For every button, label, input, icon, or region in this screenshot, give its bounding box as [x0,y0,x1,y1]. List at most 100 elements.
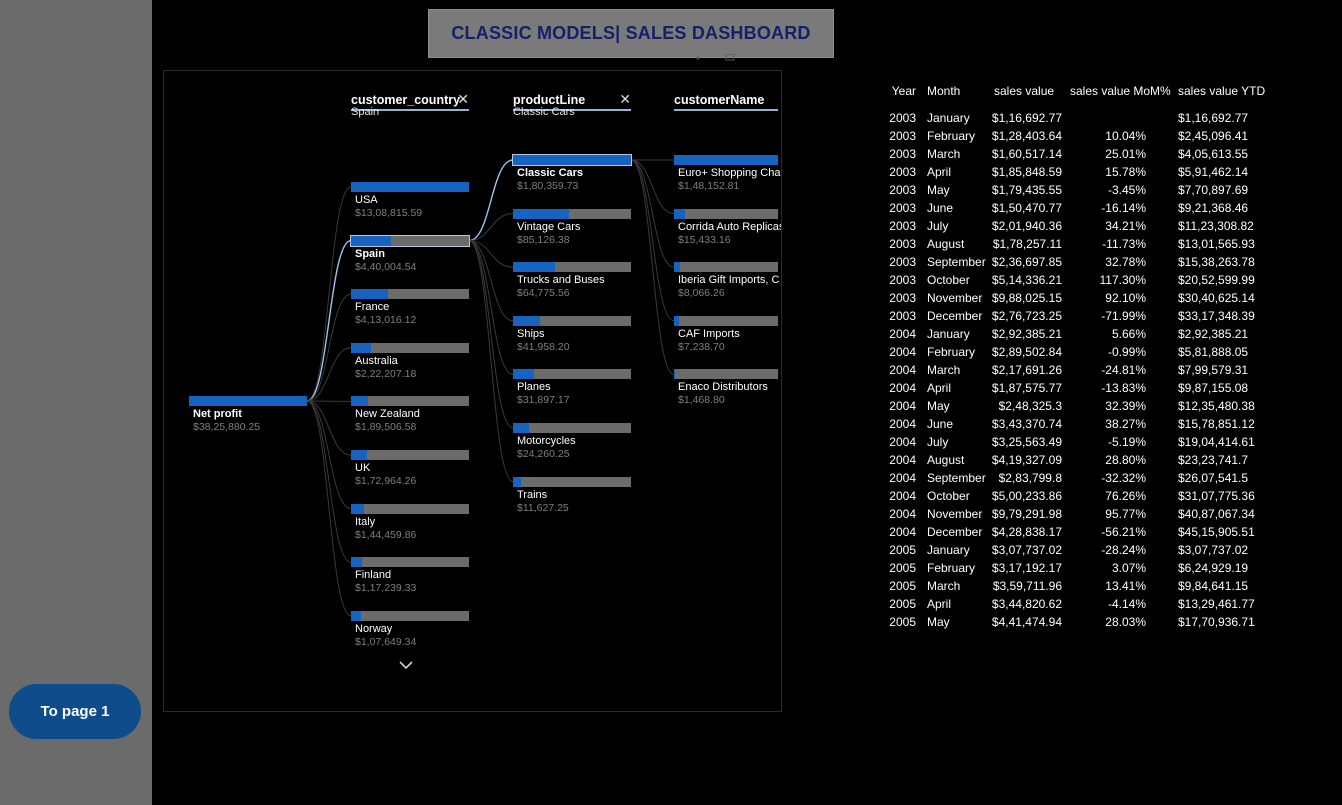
node-bar[interactable] [351,503,469,514]
tree-node-country[interactable]: USA $13,08,815.59 [351,182,469,222]
node-bar[interactable] [351,450,469,460]
cell-sales-ytd: $5,81,888.05 [1178,345,1249,359]
node-value: $1,44,459.86 [355,528,417,541]
cell-sales-ytd: $12,35,480.38 [1178,399,1255,413]
column-header-sales-value[interactable]: sales value [994,84,1055,98]
node-bar[interactable] [674,315,778,326]
node-bar[interactable] [674,369,778,380]
cell-sales-value: $2,48,325.3 [998,399,1062,413]
focus-icon [696,56,700,60]
cell-sales-ytd: $31,07,775.36 [1178,489,1255,503]
tree-node-product-line[interactable]: Classic Cars $1,80,359.73 [512,154,632,195]
tree-node-country[interactable]: Spain $4,40,004.54 [350,234,470,276]
node-bar[interactable] [351,342,469,353]
visual-header-icons[interactable] [690,54,740,62]
cell-sales-mom: 38.27% [1105,417,1146,431]
column-header-year[interactable]: Year [891,84,916,98]
level-header-productline[interactable]: productLine ✕ [513,79,631,111]
node-bar[interactable] [350,234,470,247]
tree-node-customer[interactable]: Iberia Gift Imports, C $8,066.26 [674,262,779,302]
tree-node-country[interactable]: New Zealand $1,89,506.58 [351,396,469,436]
cell-sales-value: $2,92,385.21 [991,327,1062,341]
tree-node-product-line[interactable]: Planes $31,897.17 [513,369,631,409]
cell-sales-ytd: $9,21,368.46 [1178,201,1249,215]
node-bar[interactable] [513,423,631,433]
node-label: Enaco Distributors [678,381,768,394]
connector-line [306,400,352,456]
tree-node-country[interactable]: UK $1,72,964.26 [351,450,469,490]
close-icon[interactable]: ✕ [457,91,469,107]
column-header-sales-ytd[interactable]: sales value YTD [1178,84,1266,98]
cell-sales-ytd: $5,91,462.14 [1178,165,1249,179]
cell-sales-value: $1,60,517.14 [991,147,1062,161]
tree-node-customer[interactable]: CAF Imports $7,238.70 [674,315,778,356]
tree-connectors [306,159,675,617]
tree-node-product-line[interactable]: Motorcycles $24,260.25 [513,423,631,463]
node-bar[interactable] [512,154,632,166]
node-bar[interactable] [189,396,307,406]
tree-node-product-line[interactable]: Vintage Cars $85,126.38 [513,208,631,249]
cell-sales-value: $1,87,575.77 [991,381,1062,395]
tree-node-customer[interactable]: Euro+ Shopping Cha $1,48,152.81 [674,155,780,195]
node-bar[interactable] [351,182,469,192]
tree-node-root[interactable]: Net profit $38,25,880.25 [189,396,307,436]
cell-month: March [927,147,961,161]
tree-node-customer[interactable]: Enaco Distributors $1,468.80 [674,369,778,409]
cell-month: November [927,291,983,305]
cell-sales-mom: -11.73% [1102,237,1146,251]
node-bar-fill [674,315,680,326]
tree-node-country[interactable]: Australia $2,22,207.18 [351,342,469,383]
cell-sales-ytd: $15,78,851.12 [1178,417,1255,431]
node-bar[interactable] [674,208,778,219]
node-bar[interactable] [513,262,631,273]
cell-sales-value: $2,01,940.36 [991,219,1062,233]
cell-month: August [927,453,965,467]
column-header-sales-mom[interactable]: sales value MoM% [1070,84,1171,98]
tree-node-product-line[interactable]: Trains $11,627.25 [513,476,631,517]
cell-month: August [927,237,965,251]
node-bar[interactable] [513,208,631,219]
node-bar-fill [351,396,369,407]
chevron-down-icon[interactable] [398,659,414,671]
cell-sales-value: $4,19,327.09 [991,453,1062,467]
tree-node-customer[interactable]: Corrida Auto Replicas $15,433.16 [674,208,781,249]
node-label: Vintage Cars [517,220,581,233]
node-bar[interactable] [674,262,778,273]
to-page-1-button[interactable]: To page 1 [9,684,141,739]
node-bar[interactable] [351,289,469,300]
cell-sales-ytd: $2,92,385.21 [1178,327,1249,341]
connector-line [630,159,675,215]
cell-year: 2005 [889,543,916,557]
cell-sales-mom: 28.80% [1105,453,1146,467]
node-label: New Zealand [355,408,420,421]
node-bar[interactable] [351,396,469,407]
tree-node-country[interactable]: Norway $1,07,649.34 [351,610,469,651]
cell-sales-value: $3,07,737.02 [991,543,1062,557]
level-header-customername[interactable]: customerName [674,79,778,111]
cell-month: March [927,363,961,377]
node-bar[interactable] [513,315,631,326]
tree-node-country[interactable]: France $4,13,016.12 [351,289,469,329]
tree-node-country[interactable]: Italy $1,44,459.86 [351,503,469,544]
column-header-month[interactable]: Month [927,84,961,98]
cell-sales-mom: 15.78% [1105,165,1146,179]
node-bar-fill [513,155,631,165]
tree-node-product-line[interactable]: Ships $41,958.20 [513,315,631,356]
connector-line [630,159,675,322]
node-bar[interactable] [351,610,469,621]
cell-sales-ytd: $15,38,263.78 [1178,255,1255,269]
cell-month: February [927,129,976,143]
node-bar[interactable] [674,155,778,165]
node-value: $1,07,649.34 [355,635,417,648]
cell-year: 2004 [889,363,916,377]
level-title: customer_country [351,93,461,107]
tree-node-country[interactable]: Finland $1,17,239.33 [351,557,469,597]
node-bar[interactable] [351,557,469,568]
cell-sales-mom: 76.26% [1105,489,1146,503]
node-bar[interactable] [513,476,631,487]
tree-node-product-line[interactable]: Trucks and Buses $64,775.56 [513,262,631,302]
node-bar[interactable] [513,369,631,380]
decomposition-tree[interactable]: customer_country ✕ Spain productLine ✕ C… [163,70,782,712]
close-icon[interactable]: ✕ [619,91,631,107]
level-header-customer-country[interactable]: customer_country ✕ [351,79,469,111]
